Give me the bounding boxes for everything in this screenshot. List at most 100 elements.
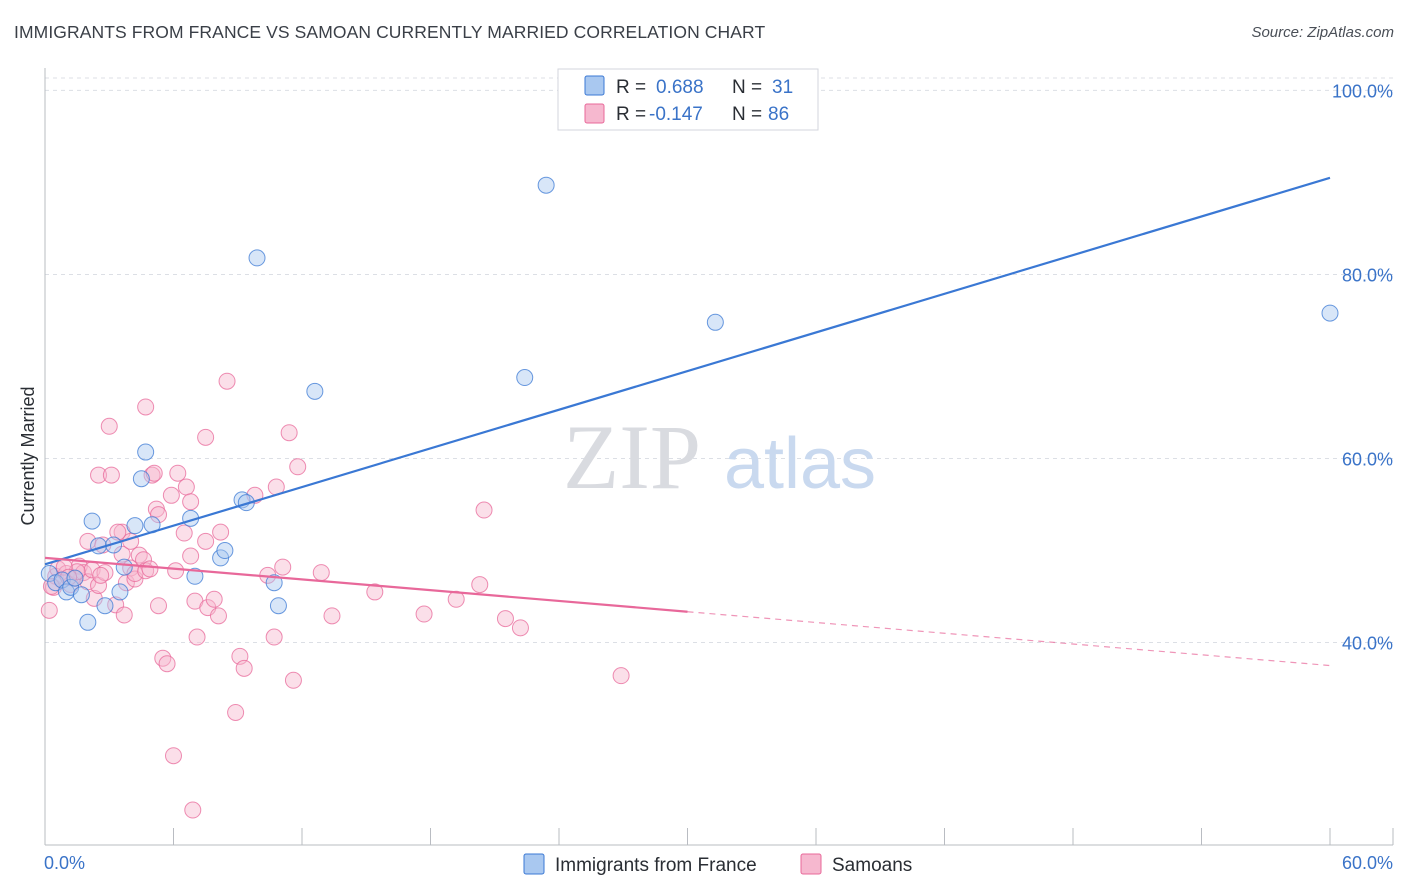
point-samoan <box>284 671 302 689</box>
point-samoan <box>100 417 118 435</box>
watermark-atlas: atlas <box>724 424 876 504</box>
point-samoan <box>496 610 514 628</box>
point-samoan <box>167 562 185 580</box>
point-france <box>132 470 150 488</box>
axes <box>44 68 1394 846</box>
point-samoan <box>92 566 110 584</box>
point-samoan <box>612 667 630 685</box>
point-samoan <box>312 564 330 582</box>
point-samoan <box>182 493 200 511</box>
point-samoan <box>280 424 298 442</box>
chart-title: IMMIGRANTS FROM FRANCE VS SAMOAN CURRENT… <box>14 22 766 42</box>
point-samoan <box>471 576 489 594</box>
point-samoan <box>137 398 155 416</box>
point-samoan <box>182 547 200 565</box>
point-france <box>66 569 84 587</box>
point-samoan <box>175 524 193 542</box>
point-samoan <box>511 619 529 637</box>
x-tick-label: 60.0% <box>1342 853 1393 873</box>
point-samoan <box>197 428 215 446</box>
point-samoan <box>188 628 206 646</box>
series-legend: Immigrants from France Samoans <box>523 853 912 876</box>
point-samoan <box>218 372 236 390</box>
trend-lines <box>44 176 1331 667</box>
point-france <box>537 176 555 194</box>
point-samoan <box>205 590 223 608</box>
france-r-label: R = <box>616 77 646 98</box>
point-france <box>96 597 114 615</box>
source-credit: Source: ZipAtlas.com <box>1251 24 1394 41</box>
point-samoan <box>415 605 433 623</box>
point-france <box>1321 304 1339 322</box>
point-samoan <box>115 606 133 624</box>
point-samoan <box>212 523 230 541</box>
point-samoan <box>274 558 292 576</box>
legend-label-samoans: Samoans <box>832 855 912 876</box>
point-samoan <box>113 545 131 563</box>
legend-swatch-samoans <box>800 853 822 875</box>
data-points <box>40 176 1339 819</box>
point-samoan <box>265 628 283 646</box>
point-france <box>111 583 129 601</box>
point-france <box>265 574 283 592</box>
point-samoan <box>366 583 384 601</box>
point-samoan <box>109 523 127 541</box>
point-france <box>126 517 144 535</box>
zipatlas-watermark: ZIP atlas <box>563 406 876 508</box>
point-samoan <box>227 703 245 721</box>
france-n-label: N = <box>732 77 762 98</box>
trend-line-samoan <box>44 556 688 613</box>
point-samoan <box>197 532 215 550</box>
france-n-value: 31 <box>772 77 793 98</box>
y-tick-label: 60.0% <box>1342 450 1393 470</box>
point-samoan <box>165 747 182 765</box>
point-samoan <box>289 458 307 476</box>
y-tick-label: 80.0% <box>1342 265 1393 285</box>
point-samoan <box>90 466 108 484</box>
point-samoan <box>235 659 253 677</box>
watermark-zip: ZIP <box>563 406 701 508</box>
point-france <box>186 567 204 585</box>
point-samoan <box>145 464 163 482</box>
point-samoan <box>141 560 159 578</box>
point-france <box>72 586 90 604</box>
legend-swatch-france <box>523 853 545 875</box>
stats-legend: R = 0.688 N = 31 R = -0.147 N = 86 <box>557 68 819 131</box>
y-axis-title: Currently Married <box>18 386 38 525</box>
france-swatch <box>584 75 605 96</box>
point-samoan <box>68 563 86 581</box>
samoan-r-value: -0.147 <box>649 104 703 125</box>
samoan-swatch <box>584 103 605 124</box>
point-france <box>79 613 97 631</box>
tick-labels: 40.0% 60.0% 80.0% 100.0% 0.0% 60.0% <box>44 81 1393 873</box>
trend-line-extension-samoan <box>687 611 1331 667</box>
point-france <box>269 597 287 615</box>
point-samoan <box>150 597 168 615</box>
point-samoan <box>158 655 176 673</box>
point-samoan <box>184 801 202 819</box>
point-france <box>306 382 324 400</box>
point-france <box>516 369 534 387</box>
x-tick-label: 0.0% <box>44 853 85 873</box>
gridlines <box>45 77 1393 644</box>
point-samoan <box>102 466 120 484</box>
point-samoan <box>162 486 180 504</box>
point-france <box>137 443 155 461</box>
y-tick-label: 100.0% <box>1332 81 1393 101</box>
point-france <box>706 313 724 331</box>
point-samoan <box>475 501 493 519</box>
point-samoan <box>177 478 195 496</box>
point-france <box>216 542 234 560</box>
samoan-n-label: N = <box>732 104 762 125</box>
point-samoan <box>40 601 58 619</box>
point-samoan <box>323 607 341 625</box>
point-samoan <box>135 551 153 569</box>
trend-line-france <box>44 176 1331 566</box>
point-samoan <box>209 607 227 625</box>
y-tick-label: 40.0% <box>1342 634 1393 654</box>
point-samoan <box>150 506 168 524</box>
samoan-n-value: 86 <box>768 104 789 125</box>
point-france <box>115 558 133 576</box>
france-r-value: 0.688 <box>656 77 704 98</box>
